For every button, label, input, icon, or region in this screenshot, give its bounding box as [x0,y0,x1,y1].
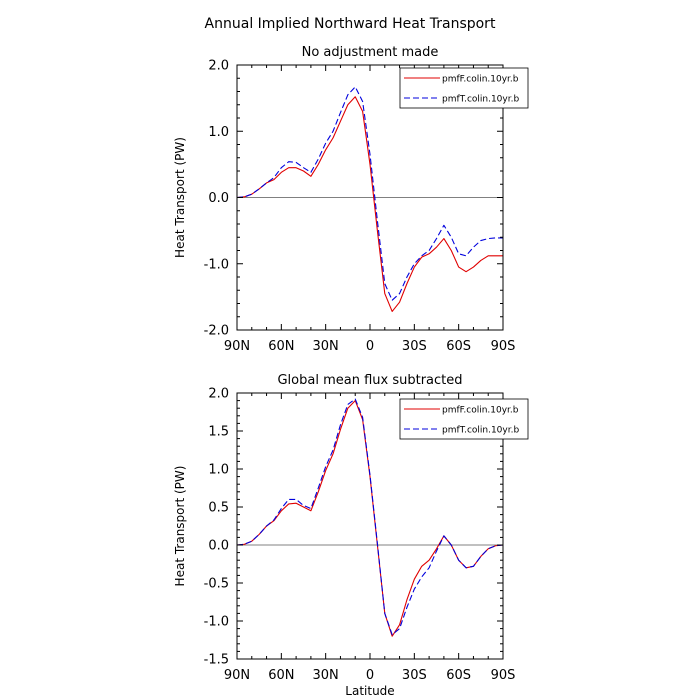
x-tick-label: 30S [402,339,427,354]
legend-entry: pmfF.colin.10yr.b [442,406,519,416]
legend-box [399,398,529,440]
x-tick-label: 60N [268,339,294,354]
x-tick-label: 60S [446,668,471,683]
panel-bottom: Global mean flux subtracted 90N 60N 30N 0 30S… [173,373,529,698]
y-tick-label: -2.0 [204,324,229,339]
y-tick-label: 1.0 [208,463,229,478]
legend: pmfF.colin.10yr.b pmfT.colin.10yr.b [399,398,529,440]
x-tick-label: 30N [313,339,339,354]
y-tick-label: -0.5 [204,577,229,592]
y-tick-label: 0.0 [208,191,229,206]
legend-entry: pmfT.colin.10yr.b [442,95,519,105]
y-tick-label: 1.0 [208,125,229,140]
chart-title: Global mean flux subtracted [277,373,462,388]
x-axis-label: Latitude [345,684,394,698]
x-tick-label: 90N [224,668,250,683]
legend-entry: pmfT.colin.10yr.b [442,426,519,436]
y-tick-label: 1.5 [208,425,229,440]
x-tick-label: 30N [313,668,339,683]
legend-box [399,67,529,109]
x-tick-label: 90S [491,668,516,683]
legend-entry: pmfF.colin.10yr.b [442,75,519,85]
x-tick-label: 60S [446,339,471,354]
series-line-red [236,96,503,313]
figure-title: Annual Implied Northward Heat Transport [205,16,496,32]
y-tick-label: 2.0 [208,387,229,402]
x-tick-label: 0 [366,339,374,354]
series-line-blue [236,398,504,636]
y-tick-label: -1.5 [204,653,229,668]
x-tick-label: 0 [366,668,374,683]
x-tick-label: 90N [224,339,250,354]
series-line-blue [236,86,503,301]
y-tick-label: 2.0 [208,59,229,74]
panel-top: No adjustment made 90N 60N 30N 0 30S 60S 90S 2.0… [173,45,529,354]
x-tick-label: 60N [268,668,294,683]
x-tick-label: 90S [491,339,516,354]
y-axis-label: Heat Transport (PW) [173,137,187,258]
y-tick-label: -1.0 [204,615,229,630]
y-axis-label: Heat Transport (PW) [173,466,187,587]
y-tick-label: 0.0 [208,539,229,554]
y-tick-label: -1.0 [204,257,229,272]
y-tick-label: 0.5 [208,501,229,516]
legend: pmfF.colin.10yr.b pmfT.colin.10yr.b [399,67,529,109]
chart-title: No adjustment made [302,45,439,60]
x-tick-label: 30S [402,668,427,683]
